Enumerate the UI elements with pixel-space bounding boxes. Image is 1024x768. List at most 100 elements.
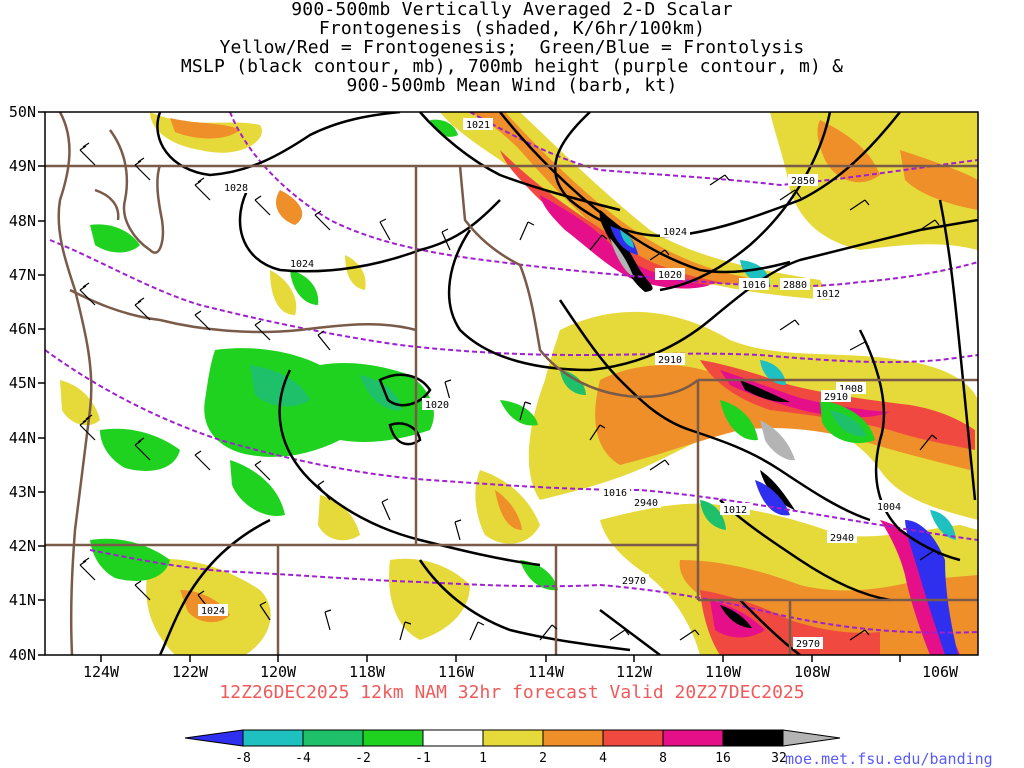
height-label-text: 2970 xyxy=(622,576,646,587)
lat-label: 48N xyxy=(9,212,36,230)
mslp-label-text: 1008 xyxy=(839,384,863,395)
lon-labels: 124W 122W 120W 118W 116W 114W 112W 110W … xyxy=(83,663,959,681)
wind-barb-row xyxy=(79,142,940,261)
height-label-text: 2910 xyxy=(824,392,848,403)
mslp-label: 1004 xyxy=(874,500,904,513)
height-label-text: 2850 xyxy=(791,176,815,187)
height-label-text: 2880 xyxy=(783,280,807,291)
mslp-label: 1021 xyxy=(463,118,493,131)
title-line-2: Frontogenesis (shaded, K/6hr/100km) xyxy=(318,18,706,39)
lat-label: 49N xyxy=(9,157,36,175)
mslp-label: 1020 xyxy=(422,398,452,411)
colorbar-cell xyxy=(722,729,784,747)
height-label-text: 2910 xyxy=(658,355,682,366)
wind-barb-row xyxy=(79,414,940,641)
height-label: 2970 xyxy=(619,574,649,587)
title-line-5: 900-500mb Mean Wind (barb, kt) xyxy=(346,75,678,96)
lat-label: 46N xyxy=(9,320,36,338)
mslp-label-text: 1012 xyxy=(816,289,840,300)
colorbar-label: -4 xyxy=(295,751,311,766)
lon-label: 120W xyxy=(260,663,297,681)
colorbar-label: 1 xyxy=(479,751,487,766)
colorbar-label: 16 xyxy=(715,751,731,766)
wind-barbs xyxy=(79,142,940,641)
mslp-label-text: 1012 xyxy=(723,505,747,516)
lat-label: 43N xyxy=(9,483,36,501)
source-credit: moe.met.fsu.edu/banding xyxy=(785,750,993,768)
mslp-label: 1024 xyxy=(287,257,317,270)
colorbar-label: -8 xyxy=(235,751,251,766)
lat-axis xyxy=(38,111,45,656)
colorbar-label: -2 xyxy=(355,751,371,766)
mslp-label-text: 1024 xyxy=(663,227,687,238)
mslp-label: 1028 xyxy=(221,181,251,194)
political-borders xyxy=(45,112,978,655)
colorbar-label: -1 xyxy=(415,751,431,766)
height-label-text: 2970 xyxy=(796,639,820,650)
mslp-contours xyxy=(156,112,978,655)
height-label: 2880 xyxy=(780,278,810,291)
mslp-label-text: 1028 xyxy=(224,183,248,194)
colorbar-label: 2 xyxy=(539,751,547,766)
colorbar-cell xyxy=(542,729,604,747)
colorbar-cell xyxy=(184,729,244,747)
title-line-4: MSLP (black contour, mb), 700mb height (… xyxy=(180,56,844,77)
colorbar-labels: -8 -4 -2 -1 1 2 4 8 16 32 xyxy=(235,751,787,766)
mslp-label-text: 1016 xyxy=(603,488,627,499)
lon-label: 110W xyxy=(705,663,742,681)
lat-label: 45N xyxy=(9,374,36,392)
mslp-label-text: 1004 xyxy=(877,502,901,513)
colorbar-label: 32 xyxy=(771,751,787,766)
lat-label: 40N xyxy=(9,646,36,664)
lat-label: 42N xyxy=(9,537,36,555)
mslp-label: 1016 xyxy=(739,278,769,291)
lat-labels: 50N 49N 48N 47N 46N 45N 44N 43N 42N 41N … xyxy=(9,103,36,664)
mslp-label: 1016 xyxy=(600,486,630,499)
shading-layer xyxy=(45,112,978,655)
colorbar-cell xyxy=(662,729,724,747)
colorbar-cell xyxy=(482,729,544,747)
lon-label: 106W xyxy=(922,663,959,681)
height-label-text: 2940 xyxy=(634,498,658,509)
lat-label: 47N xyxy=(9,266,36,284)
lat-label: 50N xyxy=(9,103,36,121)
colorbar-label: 8 xyxy=(659,751,667,766)
mslp-label: 1024 xyxy=(198,604,228,617)
lon-label: 114W xyxy=(528,663,565,681)
lon-label: 122W xyxy=(172,663,209,681)
forecast-valid-line: 12Z26DEC2025 12km NAM 32hr forecast Vali… xyxy=(219,682,805,703)
colorbar xyxy=(184,729,841,747)
colorbar-label: 4 xyxy=(599,751,607,766)
lon-axis xyxy=(100,655,901,662)
lon-label: 116W xyxy=(438,663,475,681)
height-label-text: 2940 xyxy=(830,533,854,544)
colorbar-cell xyxy=(362,729,424,747)
mslp-label-text: 1020 xyxy=(425,400,449,411)
height-label: 2910 xyxy=(655,353,685,366)
mslp-label: 1024 xyxy=(660,225,690,238)
colorbar-cell xyxy=(602,729,664,747)
height-label: 2850 xyxy=(788,174,818,187)
title-line-1: 900-500mb Vertically Averaged 2-D Scalar xyxy=(291,0,733,20)
mslp-label: 1012 xyxy=(813,287,843,300)
colorbar-cell xyxy=(302,729,364,747)
frontolysis-shading xyxy=(90,119,958,655)
mslp-contour-labels: 1021 1028 1024 1024 1020 1016 1012 1020 … xyxy=(198,118,904,617)
lat-label: 41N xyxy=(9,591,36,609)
title-line-3: Yellow/Red = Frontogenesis; Green/Blue =… xyxy=(219,37,805,58)
lat-label: 44N xyxy=(9,429,36,447)
title-block: 900-500mb Vertically Averaged 2-D Scalar… xyxy=(0,0,1024,95)
mslp-label-text: 1024 xyxy=(201,606,225,617)
lon-label: 118W xyxy=(349,663,386,681)
wind-barb-row xyxy=(79,282,938,471)
height-label: 2910 xyxy=(821,390,851,403)
mslp-label-text: 1024 xyxy=(290,259,314,270)
colorbar-cell xyxy=(782,729,841,747)
mslp-label-text: 1020 xyxy=(658,270,682,281)
height-label: 2940 xyxy=(631,496,661,509)
lon-label: 112W xyxy=(616,663,653,681)
height-label: 2970 xyxy=(793,637,823,650)
mslp-label-text: 1016 xyxy=(742,280,766,291)
lon-label: 108W xyxy=(794,663,831,681)
